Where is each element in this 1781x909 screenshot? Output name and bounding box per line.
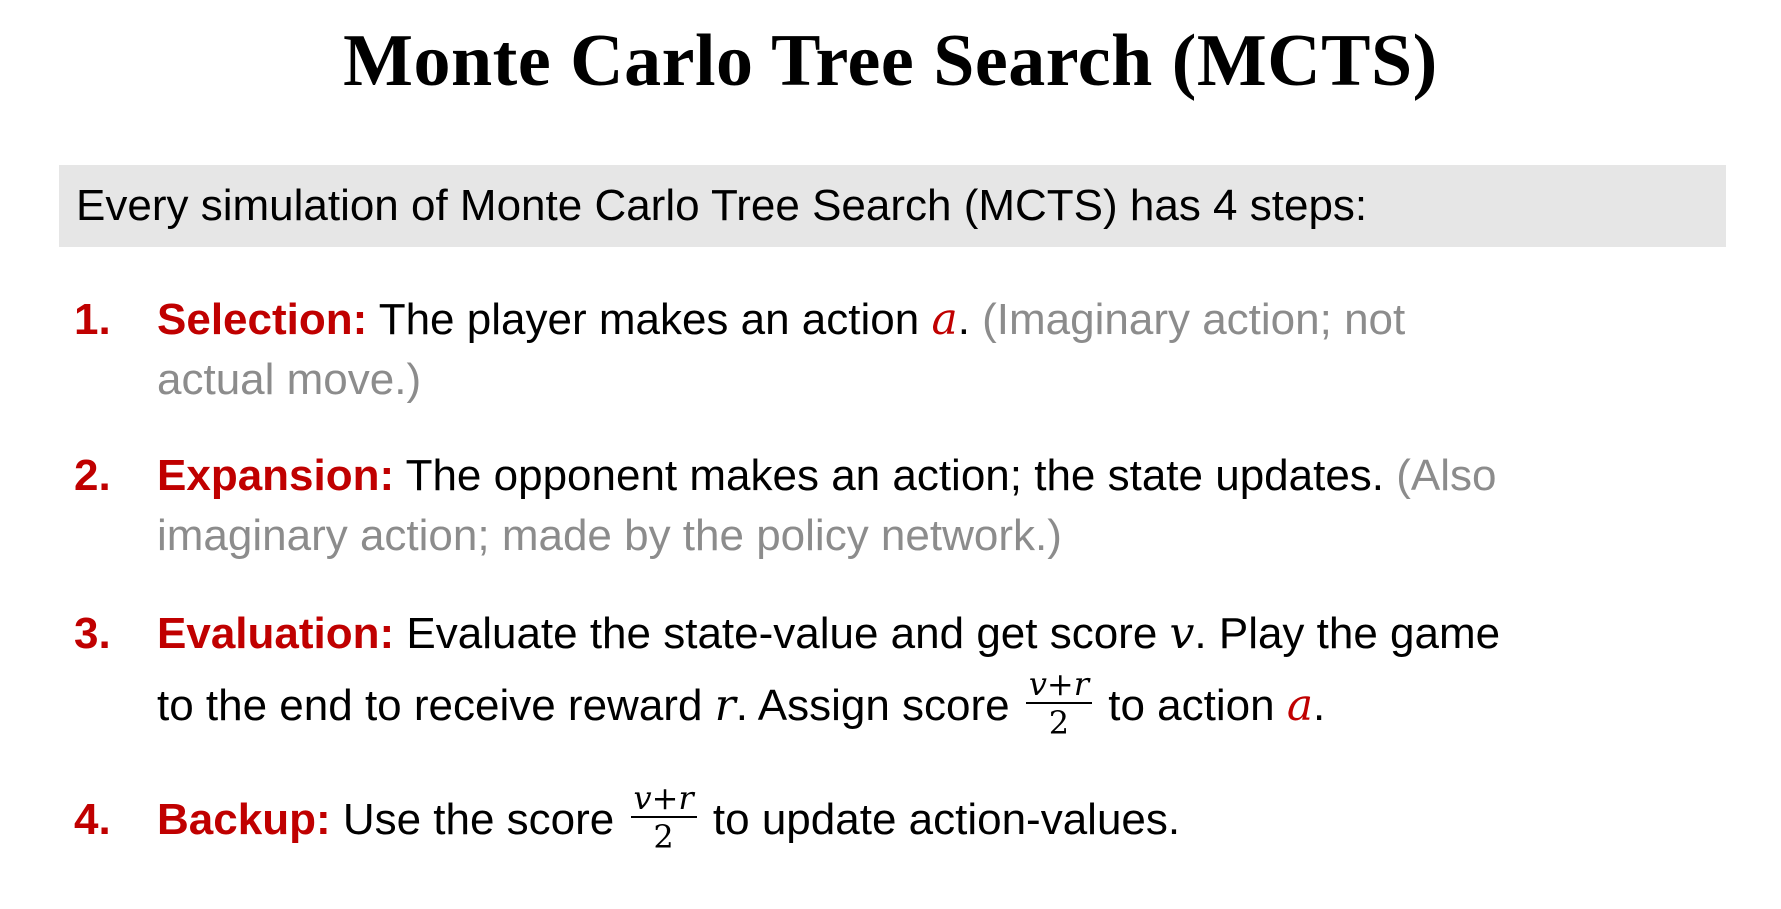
step-line: to the end to receive reward r. Assign s… <box>157 664 1717 748</box>
step-text: to update action-values. <box>700 795 1181 844</box>
action-variable: a <box>931 294 958 345</box>
action-variable: a <box>1286 680 1314 731</box>
step-keyword: Evaluation: <box>157 609 395 658</box>
step-text: The player makes an action <box>367 295 932 344</box>
step-text: The opponent makes an action; the state … <box>394 451 1397 500</box>
step-note: actual move.) <box>157 355 422 404</box>
step-note: (Imaginary action; not <box>982 295 1406 344</box>
step-note: (Also <box>1396 451 1497 500</box>
score-variable: v <box>1169 608 1195 659</box>
step-body: Evaluation: Evaluate the state-value and… <box>157 604 1717 748</box>
score-fraction: v+r 2 <box>1025 666 1093 743</box>
step-text: to the end to receive reward <box>157 681 715 730</box>
step-line: imaginary action; made by the policy net… <box>157 506 1717 566</box>
fraction-numerator: v+r <box>1025 666 1093 705</box>
step-number: 2. <box>74 451 111 500</box>
step-text: Use the score <box>330 795 627 844</box>
intro-box: Every simulation of Monte Carlo Tree Sea… <box>59 165 1726 247</box>
page-title: Monte Carlo Tree Search (MCTS) <box>343 20 1438 102</box>
step-number: 4. <box>74 795 111 844</box>
step-note: imaginary action; made by the policy net… <box>157 511 1062 560</box>
fraction-denominator: 2 <box>653 818 674 857</box>
step-text: . Assign score <box>735 681 1022 730</box>
step-line: Backup: Use the score v+r 2 to update act… <box>157 778 1717 862</box>
fraction-numerator: v+r <box>630 780 697 819</box>
step-body: Backup: Use the score v+r 2 to update act… <box>157 778 1717 862</box>
score-fraction: v+r 2 <box>630 780 697 857</box>
reward-variable: r <box>714 680 736 731</box>
step-line: Expansion: The opponent makes an action;… <box>157 446 1717 506</box>
step-line: Evaluation: Evaluate the state-value and… <box>157 604 1717 664</box>
step-line: Selection: The player makes an action a.… <box>157 290 1717 350</box>
step-body: Selection: The player makes an action a.… <box>157 290 1717 410</box>
fraction-denominator: 2 <box>1048 704 1070 743</box>
step-text: . Play the game <box>1194 609 1501 658</box>
step-keyword: Selection: <box>157 295 368 344</box>
step-number: 1. <box>74 295 111 344</box>
step-text: . <box>1313 681 1326 730</box>
step-body: Expansion: The opponent makes an action;… <box>157 446 1717 566</box>
step-number: 3. <box>74 609 111 658</box>
step-text: Evaluate the state-value and get score <box>394 609 1170 658</box>
step-line: actual move.) <box>157 350 1717 410</box>
step-keyword: Expansion: <box>157 451 395 500</box>
step-text: . <box>957 295 983 344</box>
intro-text: Every simulation of Monte Carlo Tree Sea… <box>76 181 1368 230</box>
step-keyword: Backup: <box>157 795 331 844</box>
step-text: to action <box>1096 681 1287 730</box>
